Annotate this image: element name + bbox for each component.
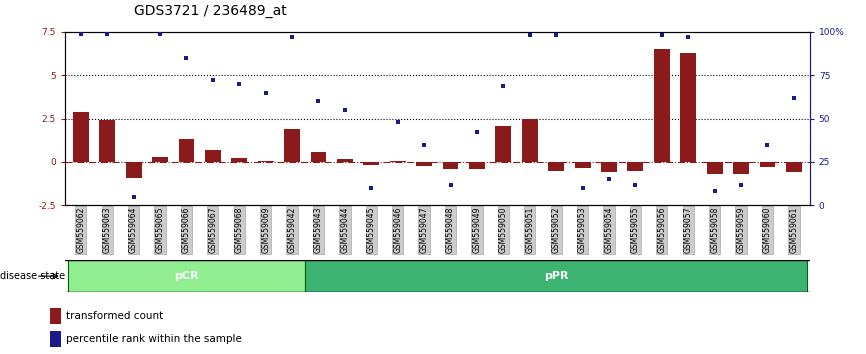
Bar bbox=[628, 162, 643, 171]
Point bbox=[74, 31, 87, 36]
Bar bbox=[522, 119, 538, 162]
Point bbox=[232, 81, 246, 87]
Point bbox=[126, 194, 140, 200]
Bar bbox=[364, 162, 379, 165]
Point bbox=[443, 182, 457, 187]
Bar bbox=[311, 152, 326, 162]
Point bbox=[470, 130, 484, 135]
Bar bbox=[443, 162, 458, 169]
Bar bbox=[390, 161, 405, 162]
Bar bbox=[284, 129, 300, 162]
Point bbox=[338, 107, 352, 113]
Point bbox=[206, 78, 220, 83]
Point bbox=[312, 98, 326, 104]
Point bbox=[365, 185, 378, 191]
Point bbox=[153, 31, 167, 36]
Bar bbox=[178, 139, 194, 162]
Point bbox=[708, 189, 721, 194]
Point bbox=[100, 31, 114, 36]
Point bbox=[259, 90, 273, 96]
Text: disease state: disease state bbox=[0, 271, 65, 281]
Point bbox=[602, 176, 616, 182]
Point bbox=[787, 95, 801, 101]
Text: GDS3721 / 236489_at: GDS3721 / 236489_at bbox=[134, 4, 287, 18]
Point bbox=[391, 119, 404, 125]
Bar bbox=[306, 260, 807, 292]
Bar bbox=[231, 159, 247, 162]
Point bbox=[655, 33, 669, 38]
Bar bbox=[734, 162, 749, 174]
Text: transformed count: transformed count bbox=[66, 311, 163, 321]
Bar bbox=[152, 157, 168, 162]
Bar bbox=[49, 331, 61, 347]
Bar bbox=[707, 162, 722, 174]
Bar bbox=[654, 49, 669, 162]
Bar bbox=[100, 120, 115, 162]
Bar bbox=[681, 53, 696, 162]
Bar bbox=[73, 112, 88, 162]
Bar bbox=[337, 159, 352, 162]
Point bbox=[523, 33, 537, 38]
Point bbox=[682, 34, 695, 40]
Point bbox=[576, 185, 590, 191]
Bar bbox=[786, 162, 802, 172]
Bar bbox=[575, 162, 591, 168]
Point bbox=[285, 34, 299, 40]
Bar bbox=[417, 162, 432, 166]
Text: pPR: pPR bbox=[544, 271, 568, 281]
Bar bbox=[126, 162, 141, 178]
Bar bbox=[548, 162, 564, 171]
Point bbox=[417, 142, 431, 147]
Bar bbox=[469, 162, 485, 169]
Point bbox=[179, 55, 193, 61]
Point bbox=[734, 182, 748, 187]
Bar bbox=[495, 126, 511, 162]
Point bbox=[760, 142, 774, 147]
Bar bbox=[205, 150, 221, 162]
Point bbox=[629, 182, 643, 187]
Bar bbox=[601, 162, 617, 172]
Bar bbox=[68, 260, 306, 292]
Point bbox=[549, 33, 563, 38]
Bar bbox=[49, 308, 61, 324]
Bar bbox=[258, 161, 274, 162]
Point bbox=[496, 83, 510, 88]
Bar bbox=[759, 162, 775, 167]
Text: pCR: pCR bbox=[174, 271, 198, 281]
Text: percentile rank within the sample: percentile rank within the sample bbox=[66, 334, 242, 344]
